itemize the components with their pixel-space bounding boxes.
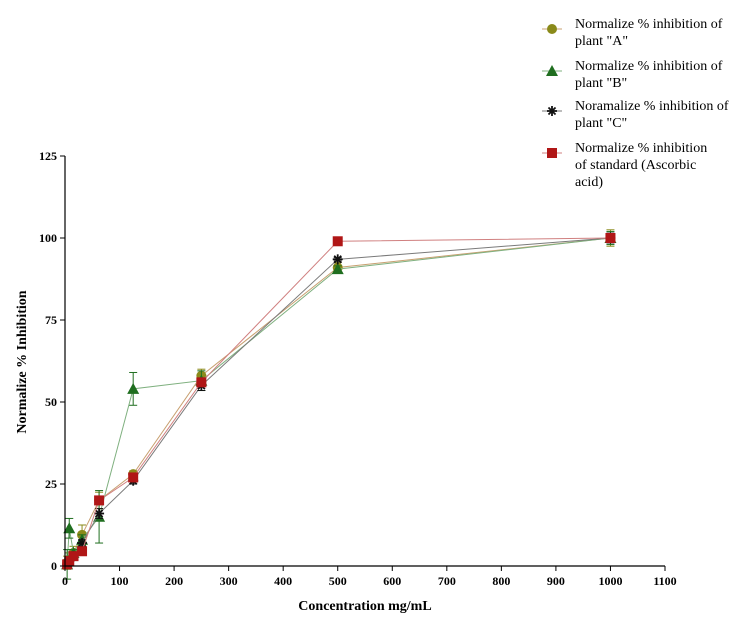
legend-marker [546, 65, 558, 76]
x-tick-label: 1100 [653, 574, 676, 588]
legend-label: of standard (Ascorbic [575, 158, 696, 173]
x-tick-label: 600 [383, 574, 401, 588]
legend-marker [547, 24, 557, 34]
series-line [66, 237, 611, 565]
legend-label: plant "A" [575, 34, 628, 49]
legend-item-0: Normalize % inhibition of plant "A" [542, 17, 723, 49]
data-point [94, 495, 105, 506]
y-tick-label: 50 [45, 395, 57, 409]
y-tick-label: 100 [39, 231, 57, 245]
series-3 [62, 233, 616, 570]
y-tick-label: 25 [45, 477, 57, 491]
legend-item-2: Noramalize % inhibition of plant "C" [542, 99, 729, 131]
legend-marker [547, 148, 557, 158]
x-tick-label: 1000 [598, 574, 622, 588]
data-point [68, 551, 79, 562]
data-point [196, 377, 207, 388]
series-0 [62, 229, 616, 570]
y-tick-label: 75 [45, 313, 57, 327]
legend-label: plant "C" [575, 116, 627, 131]
data-point [77, 546, 88, 557]
series-1 [61, 230, 617, 580]
data-point [332, 236, 343, 247]
data-point [331, 263, 344, 275]
data-point [332, 254, 343, 265]
x-tick-label: 700 [438, 574, 456, 588]
data-point [127, 382, 140, 394]
data-point [605, 233, 616, 243]
series-2 [62, 232, 616, 570]
x-tick-label: 100 [111, 574, 129, 588]
x-tick-label: 400 [274, 574, 292, 588]
y-axis-label: Normalize % Inhibition [15, 290, 30, 433]
x-tick-label: 500 [329, 574, 347, 588]
plot-area [61, 229, 617, 580]
x-axis-label: Concentration mg/mL [298, 599, 431, 614]
x-tick-label: 200 [165, 574, 183, 588]
legend-label: plant "B" [575, 76, 627, 91]
legend-marker [547, 106, 557, 116]
legend-item-1: Normalize % inhibition of plant "B" [542, 59, 723, 91]
data-point [128, 472, 139, 483]
series-line [66, 237, 611, 565]
legend-label: Normalize % inhibition of [575, 17, 723, 32]
data-point [63, 522, 76, 534]
legend-label: Noramalize % inhibition of [575, 99, 729, 114]
legend-label: acid) [575, 175, 603, 190]
x-tick-label: 300 [220, 574, 238, 588]
x-tick-label: 800 [492, 574, 510, 588]
x-tick-label: 0 [62, 574, 68, 588]
series-line [66, 237, 611, 563]
y-tick-label: 0 [51, 559, 57, 573]
legend-label: Normalize % inhibition of [575, 59, 723, 74]
series-line [66, 237, 611, 565]
y-tick-label: 125 [39, 149, 57, 163]
axes: 0 100 200 300 400 500 600 700 800 900 1000 1100 0 25 5… [39, 149, 677, 588]
legend-label: Normalize % inhibition [575, 141, 707, 156]
legend-item-3: Normalize % inhibition of standard (Ascor… [542, 141, 707, 190]
x-tick-label: 900 [547, 574, 565, 588]
data-point [94, 508, 105, 519]
